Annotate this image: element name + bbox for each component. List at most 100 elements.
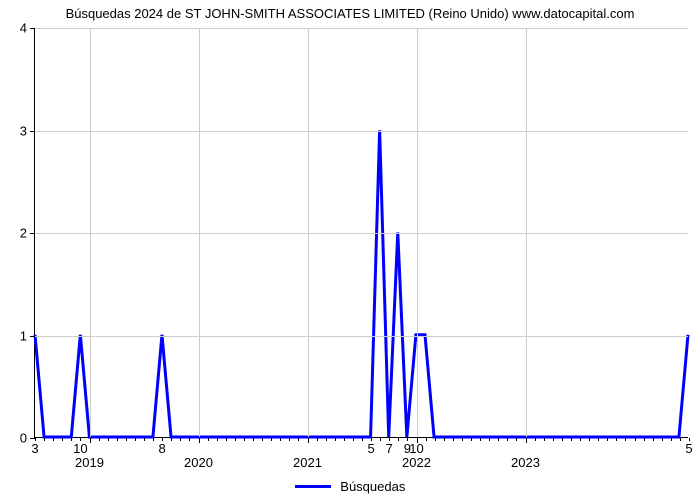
x-minor-tick <box>380 438 381 441</box>
x-minor-tick <box>144 438 145 441</box>
x-minor-tick <box>53 438 54 441</box>
y-tick-mark <box>30 131 35 132</box>
x-minor-tick <box>171 438 172 441</box>
x-minor-tick <box>607 438 608 441</box>
gridline-vertical <box>417 28 418 437</box>
x-minor-tick <box>326 438 327 441</box>
x-minor-tick <box>226 438 227 441</box>
x-minor-tick <box>444 438 445 441</box>
chart-container: Búsquedas 2024 de ST JOHN-SMITH ASSOCIAT… <box>0 0 700 500</box>
x-minor-tick <box>271 438 272 441</box>
x-minor-tick <box>562 438 563 441</box>
point-label: 3 <box>31 441 38 456</box>
gridline-vertical <box>526 28 527 437</box>
x-minor-tick <box>435 438 436 441</box>
y-tick-mark <box>30 233 35 234</box>
x-minor-tick <box>108 438 109 441</box>
x-minor-tick <box>208 438 209 441</box>
x-minor-tick <box>135 438 136 441</box>
x-minor-tick <box>571 438 572 441</box>
y-tick-label: 0 <box>20 431 27 446</box>
x-minor-tick <box>671 438 672 441</box>
x-minor-tick <box>462 438 463 441</box>
x-minor-tick <box>362 438 363 441</box>
x-minor-tick <box>289 438 290 441</box>
plot-area: 01234201920202021202220233108579105 <box>34 28 688 438</box>
x-minor-tick <box>335 438 336 441</box>
x-minor-tick <box>398 438 399 441</box>
x-minor-tick <box>625 438 626 441</box>
x-minor-tick <box>180 438 181 441</box>
x-minor-tick <box>262 438 263 441</box>
legend-line <box>295 485 331 488</box>
x-year-label: 2023 <box>511 455 540 470</box>
x-tick-mark <box>199 438 200 443</box>
point-label: 7 <box>386 441 393 456</box>
point-label: 10 <box>73 441 87 456</box>
y-tick-label: 4 <box>20 21 27 36</box>
point-label: 8 <box>159 441 166 456</box>
gridline-horizontal <box>35 233 688 234</box>
legend-label: Búsquedas <box>340 479 405 494</box>
x-tick-mark <box>526 438 527 443</box>
point-label: 5 <box>685 441 692 456</box>
x-minor-tick <box>99 438 100 441</box>
x-minor-tick <box>644 438 645 441</box>
x-minor-tick <box>344 438 345 441</box>
point-label: 5 <box>367 441 374 456</box>
x-minor-tick <box>253 438 254 441</box>
x-minor-tick <box>317 438 318 441</box>
x-minor-tick <box>616 438 617 441</box>
x-minor-tick <box>126 438 127 441</box>
x-minor-tick <box>244 438 245 441</box>
x-minor-tick <box>280 438 281 441</box>
x-tick-mark <box>90 438 91 443</box>
x-minor-tick <box>71 438 72 441</box>
gridline-horizontal <box>35 28 688 29</box>
gridline-vertical <box>90 28 91 437</box>
x-year-label: 2022 <box>402 455 431 470</box>
point-label: 10 <box>409 441 423 456</box>
x-minor-tick <box>535 438 536 441</box>
x-minor-tick <box>189 438 190 441</box>
x-minor-tick <box>544 438 545 441</box>
x-minor-tick <box>553 438 554 441</box>
x-year-label: 2019 <box>75 455 104 470</box>
y-tick-label: 3 <box>20 123 27 138</box>
x-minor-tick <box>598 438 599 441</box>
x-minor-tick <box>662 438 663 441</box>
y-tick-label: 2 <box>20 226 27 241</box>
x-minor-tick <box>298 438 299 441</box>
chart-title: Búsquedas 2024 de ST JOHN-SMITH ASSOCIAT… <box>0 6 700 21</box>
x-minor-tick <box>353 438 354 441</box>
x-minor-tick <box>589 438 590 441</box>
y-tick-label: 1 <box>20 328 27 343</box>
y-tick-mark <box>30 336 35 337</box>
x-year-label: 2021 <box>293 455 322 470</box>
series-path <box>35 130 688 437</box>
x-year-label: 2020 <box>184 455 213 470</box>
x-minor-tick <box>480 438 481 441</box>
x-minor-tick <box>498 438 499 441</box>
x-tick-mark <box>308 438 309 443</box>
x-minor-tick <box>44 438 45 441</box>
x-minor-tick <box>426 438 427 441</box>
gridline-horizontal <box>35 336 688 337</box>
x-minor-tick <box>217 438 218 441</box>
x-minor-tick <box>453 438 454 441</box>
x-minor-tick <box>235 438 236 441</box>
x-minor-tick <box>117 438 118 441</box>
x-minor-tick <box>580 438 581 441</box>
x-minor-tick <box>62 438 63 441</box>
legend: Búsquedas <box>0 478 700 494</box>
gridline-vertical <box>199 28 200 437</box>
x-minor-tick <box>489 438 490 441</box>
x-minor-tick <box>635 438 636 441</box>
x-minor-tick <box>653 438 654 441</box>
x-minor-tick <box>507 438 508 441</box>
x-minor-tick <box>153 438 154 441</box>
x-minor-tick <box>471 438 472 441</box>
gridline-vertical <box>308 28 309 437</box>
gridline-horizontal <box>35 131 688 132</box>
y-tick-mark <box>30 28 35 29</box>
